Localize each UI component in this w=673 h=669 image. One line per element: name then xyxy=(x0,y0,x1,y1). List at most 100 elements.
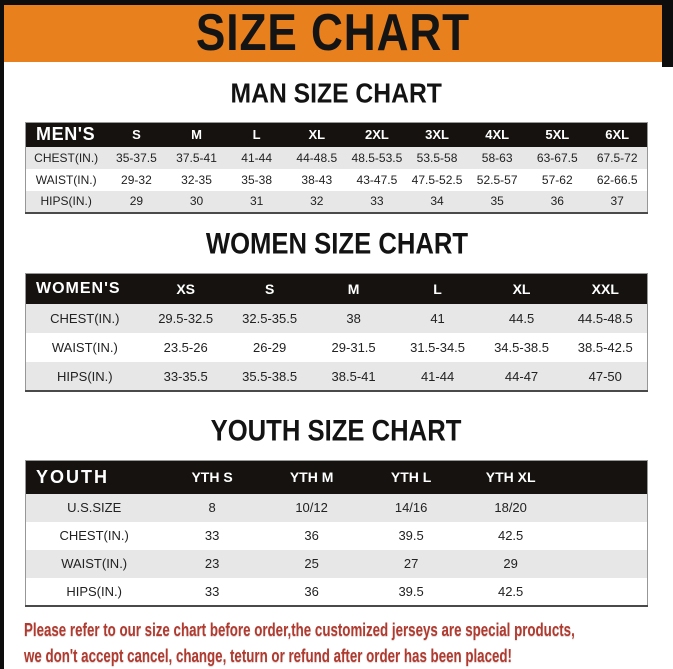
cell-value: 62-66.5 xyxy=(596,172,638,187)
cell-value: 33 xyxy=(370,194,384,208)
row-label: WAIST(IN.) xyxy=(35,172,97,187)
cell-value: 63-67.5 xyxy=(536,150,578,165)
column-header: XXL xyxy=(563,273,648,304)
cell-value: 29-31.5 xyxy=(331,340,376,355)
footer-note: Please refer to our size chart before or… xyxy=(24,617,673,669)
cell-value: 38.5-42.5 xyxy=(577,340,633,355)
cell-value: 34 xyxy=(430,194,444,208)
cell-value: 47-50 xyxy=(588,368,622,384)
cell-value: 44-47 xyxy=(504,368,539,384)
table-row: CHEST(IN.) 35-37.5 37.5-41 41-44 44-48.5 48.5… xyxy=(25,146,648,169)
table-row: CHEST(IN.) 29.5-32.5 32.5-35.5 38 41 44.5 44.5… xyxy=(25,304,648,333)
cell-value: 57-62 xyxy=(541,172,573,187)
column-header: 3XL xyxy=(406,122,468,147)
cell-value: 39.5 xyxy=(398,528,424,543)
table-label: YOUTH xyxy=(25,460,163,494)
cell-value: 48.5-53.5 xyxy=(351,150,403,165)
cell-value: 42.5 xyxy=(497,583,524,599)
column-header: 6XL xyxy=(587,122,648,147)
cell-empty xyxy=(560,550,647,578)
column-header: XS xyxy=(143,273,228,304)
women-section-heading: WOMEN SIZE CHART xyxy=(0,227,673,260)
cell-empty xyxy=(560,578,647,606)
cell-value: 32-35 xyxy=(181,172,212,187)
cell-value: 23 xyxy=(204,556,220,571)
column-header: M xyxy=(311,273,396,304)
cell-value: 10/12 xyxy=(295,500,328,515)
cell-value: 35.5-38.5 xyxy=(242,368,298,384)
page-border-top xyxy=(0,0,673,5)
cell-value: 41-44 xyxy=(420,368,455,384)
cell-value: 31.5-34.5 xyxy=(410,340,466,355)
table-row: HIPS(IN.) 29 30 31 32 33 34 35 36 37 xyxy=(25,190,648,213)
cell-value: 29.5-32.5 xyxy=(158,311,214,326)
cell-value: 33-35.5 xyxy=(163,368,208,384)
page-border-right xyxy=(662,0,673,67)
cell-value: 47.5-52.5 xyxy=(411,172,463,187)
row-label: HIPS(IN.) xyxy=(57,368,113,384)
table-label: WOMEN'S xyxy=(25,273,144,304)
cell-value: 42.5 xyxy=(497,528,524,543)
cell-value: 44.5 xyxy=(508,311,535,326)
cell-value: 32.5-35.5 xyxy=(242,311,298,326)
cell-value: 38-43 xyxy=(301,172,333,187)
cell-value: 29 xyxy=(129,194,144,208)
table-row: HIPS(IN.) 33 36 39.5 42.5 xyxy=(26,578,648,606)
cell-value: 33 xyxy=(204,583,220,599)
cell-value: 37 xyxy=(610,194,624,208)
content-area: MAN SIZE CHART MEN'S S M L XL 2XL 3XL 4XL 5XL 6XL… xyxy=(0,62,673,669)
cell-value: 41 xyxy=(430,311,445,326)
women-section-heading-text: WOMEN SIZE CHART xyxy=(205,227,468,260)
cell-value: 29 xyxy=(503,556,518,571)
cell-value: 44-48.5 xyxy=(296,150,338,165)
table-row: HIPS(IN.) 33-35.5 35.5-38.5 38.5-41 41-44 44-… xyxy=(25,362,648,391)
cell-value: 39.5 xyxy=(398,583,424,599)
table-row: U.S.SIZE 8 10/12 14/16 18/20 xyxy=(25,493,648,522)
table-row: WAIST(IN.) 29-32 32-35 35-38 38-43 43-47.5 47.… xyxy=(26,169,648,191)
cell-value: 26-29 xyxy=(253,340,287,355)
column-header: YTH M xyxy=(261,460,362,494)
column-header: XL xyxy=(479,273,564,304)
cell-value: 35-38 xyxy=(241,172,272,187)
cell-value: 27 xyxy=(403,556,419,571)
man-section-heading: MAN SIZE CHART xyxy=(0,76,673,110)
man-section-heading-text: MAN SIZE CHART xyxy=(230,76,443,110)
column-header: YTH S xyxy=(162,460,262,494)
column-header: M xyxy=(166,122,227,147)
youth-section-heading: YOUTH SIZE CHART xyxy=(0,416,673,445)
footer-line-1: Please refer to our size chart before or… xyxy=(24,619,575,640)
cell-empty xyxy=(560,522,647,550)
column-header: YTH XL xyxy=(460,460,561,494)
column-header: YTH L xyxy=(361,460,461,494)
cell-value: 38 xyxy=(346,311,361,326)
column-header: L xyxy=(395,273,480,304)
row-label: CHEST(IN.) xyxy=(59,528,129,543)
cell-value: 30 xyxy=(189,194,204,208)
cell-value: 36 xyxy=(304,528,319,543)
column-header: 2XL xyxy=(346,122,407,147)
table-header-row: YOUTH YTH S YTH M YTH L YTH XL xyxy=(25,460,648,494)
cell-value: 25 xyxy=(304,556,319,571)
cell-value: 29-32 xyxy=(121,172,152,187)
table-row: CHEST(IN.) 33 36 39.5 42.5 xyxy=(26,522,648,550)
column-header: L xyxy=(226,122,287,147)
cell-value: 31 xyxy=(249,194,264,208)
cell-value: 35-37.5 xyxy=(116,150,157,165)
cell-value: 8 xyxy=(208,500,216,515)
row-label: HIPS(IN.) xyxy=(66,583,122,599)
row-label: U.S.SIZE xyxy=(67,500,122,515)
column-header: S xyxy=(106,122,167,147)
cell-value: 36 xyxy=(304,583,319,599)
cell-value: 58-63 xyxy=(481,150,513,165)
cell-value: 33 xyxy=(204,528,220,543)
cell-value: 44.5-48.5 xyxy=(577,311,633,326)
cell-value: 43-47.5 xyxy=(356,172,398,187)
table-label: MEN'S xyxy=(25,122,107,147)
cell-value: 36 xyxy=(550,194,564,208)
cell-value: 53.5-58 xyxy=(416,150,458,165)
page-border-left xyxy=(0,0,4,669)
cell-value: 34.5-38.5 xyxy=(494,340,549,355)
cell-value: 18/20 xyxy=(494,500,527,515)
women-size-table: WOMEN'S XS S M L XL XXL CHEST(IN.) 29.5-32.5 32.5… xyxy=(25,272,648,392)
